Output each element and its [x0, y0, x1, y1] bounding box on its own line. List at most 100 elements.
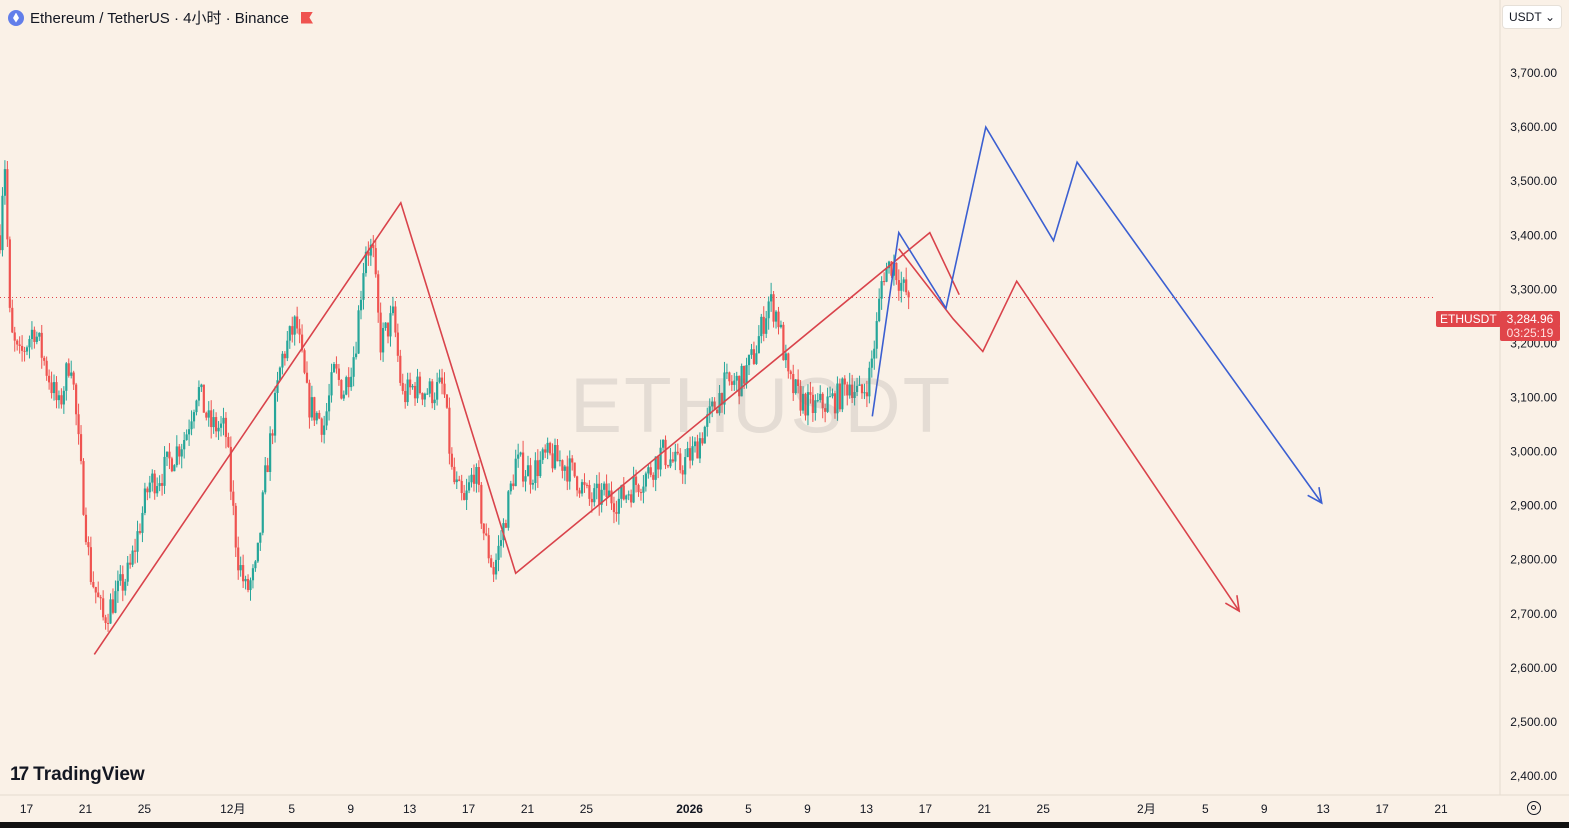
candle-body [799, 386, 802, 411]
candle-body [217, 427, 220, 432]
candle-body [428, 381, 431, 394]
x-tick-label: 2026 [676, 802, 703, 816]
candle-body [264, 465, 267, 493]
candle-body [65, 363, 68, 391]
y-tick-label: 2,500.00 [1510, 715, 1557, 729]
candle-body [70, 372, 73, 376]
candle-body [848, 384, 851, 396]
candle-body [514, 458, 517, 487]
x-tick-label: 17 [20, 802, 34, 816]
tradingview-logo-text: TradingView [33, 764, 145, 785]
candle-body [583, 482, 586, 485]
candle-body [647, 467, 650, 474]
candle-body [323, 425, 326, 435]
candle-body [536, 460, 539, 477]
candle-body [200, 384, 203, 388]
candle-body [244, 578, 247, 582]
candle-body [671, 459, 674, 462]
candle-body [477, 467, 480, 485]
candle-body [566, 466, 569, 482]
candle-body [3, 169, 7, 196]
candle-body [362, 273, 365, 300]
candle-body [499, 540, 503, 546]
candle-body [313, 397, 316, 421]
candle-body [747, 354, 751, 366]
candle-body [838, 383, 841, 410]
candle-body [760, 316, 763, 337]
candle-body [821, 393, 824, 409]
candle-body [406, 379, 409, 403]
symbol-title[interactable]: Ethereum / TetherUS · 4小时 · Binance [30, 10, 289, 27]
candle-body [600, 489, 603, 505]
arrow-head-3 [1307, 487, 1323, 505]
candle-body [168, 451, 171, 459]
currency-selector[interactable]: USDT ⌄ [1503, 6, 1561, 28]
y-tick-label: 2,400.00 [1510, 769, 1557, 783]
candle-body [720, 393, 724, 405]
candle-body [409, 379, 412, 388]
candle-body [801, 393, 805, 411]
candle-body [541, 449, 544, 460]
candle-body [52, 382, 56, 394]
candle-body [401, 382, 404, 392]
candle-body [377, 274, 380, 313]
tradingview-logo[interactable]: 17 TradingView [10, 764, 145, 786]
y-tick-label: 2,800.00 [1510, 553, 1557, 567]
candle-body [485, 533, 488, 536]
candle-body [315, 412, 318, 421]
candle-body [347, 377, 350, 388]
candle-body [607, 490, 611, 497]
candle-body [237, 547, 240, 571]
candle-body [183, 440, 186, 450]
candle-body [89, 547, 92, 582]
candle-body [249, 580, 252, 591]
y-tick-label: 3,500.00 [1510, 174, 1557, 188]
candle-body [517, 454, 520, 459]
candle-body [423, 393, 426, 400]
symbol-header[interactable]: Ethereum / TetherUS · 4小时 · Binance [8, 7, 313, 28]
candle-body [578, 490, 581, 494]
candle-body [558, 460, 562, 462]
candle-body [141, 512, 144, 533]
candle-body [411, 385, 414, 388]
candle-body [394, 306, 397, 333]
candle-body [738, 375, 741, 397]
flag-icon[interactable] [301, 11, 313, 24]
symbol-watermark: ETHUSDT [570, 361, 953, 449]
candle-body [465, 490, 468, 500]
candle-body [33, 329, 36, 342]
candle-body [833, 393, 837, 414]
candle-body [715, 409, 719, 414]
candle-body [706, 414, 709, 427]
candle-body [281, 353, 284, 368]
x-tick-label: 5 [1202, 802, 1209, 816]
y-tick-label: 2,700.00 [1510, 607, 1557, 621]
candle-body [79, 434, 83, 462]
chevron-down-icon: ⌄ [1544, 10, 1555, 24]
candle-body [494, 559, 498, 575]
x-tick-label: 21 [1434, 802, 1448, 816]
candle-body [342, 394, 345, 399]
candle-body [210, 410, 213, 428]
candle-body [6, 169, 9, 240]
candle-body [718, 393, 721, 414]
chart-settings-icon[interactable] [1527, 801, 1541, 815]
candle-body [180, 449, 183, 457]
candle-body [529, 465, 532, 485]
candle-body [544, 449, 547, 453]
candle-body [320, 418, 323, 435]
candle-body [364, 251, 368, 274]
y-tick-label: 2,900.00 [1510, 499, 1557, 513]
candle-body [691, 446, 694, 461]
candle-body [300, 334, 304, 351]
candle-body [261, 492, 264, 533]
candle-body [804, 393, 807, 416]
candle-body [413, 385, 417, 399]
candle-body [57, 395, 61, 401]
candle-body [374, 248, 377, 275]
x-tick-label: 9 [347, 802, 354, 816]
candle-body [480, 484, 483, 524]
candle-body [278, 367, 282, 381]
candle-body [615, 512, 618, 514]
